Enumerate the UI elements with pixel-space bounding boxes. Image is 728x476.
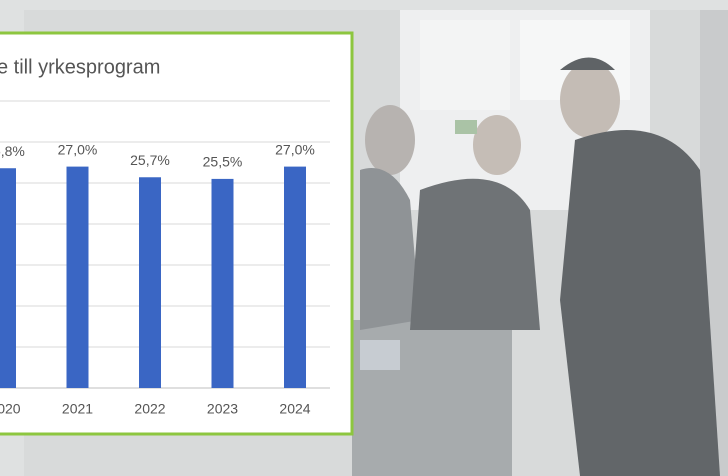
value-label: 27,0% (58, 141, 98, 157)
x-tick-label: 2023 (207, 401, 238, 417)
value-label: 25,5% (203, 154, 243, 170)
value-label: 27,0% (275, 141, 315, 157)
bar (139, 177, 161, 388)
x-tick-label: 2021 (62, 401, 93, 417)
bar (67, 167, 89, 388)
x-tick-label: 2024 (279, 401, 310, 417)
x-tick-label: 2020 (0, 401, 21, 417)
value-label: 26,8% (0, 143, 25, 159)
screenshot: e till yrkesprogram 2020 26,8% 2021 27,0% 20… (0, 0, 728, 476)
bar (212, 179, 234, 388)
x-tick-label: 2022 (134, 401, 165, 417)
chart-title: e till yrkesprogram (0, 56, 160, 78)
value-label: 25,7% (130, 152, 170, 168)
bar (0, 168, 16, 388)
chart: e till yrkesprogram 2020 26,8% 2021 27,0% 20… (0, 0, 728, 476)
bar (284, 167, 306, 388)
